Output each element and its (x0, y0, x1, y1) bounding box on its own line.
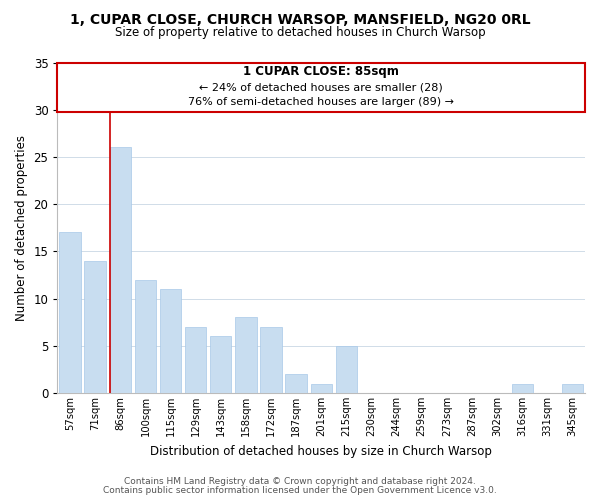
Text: Size of property relative to detached houses in Church Warsop: Size of property relative to detached ho… (115, 26, 485, 39)
Bar (286, 374, 307, 393)
X-axis label: Distribution of detached houses by size in Church Warsop: Distribution of detached houses by size … (150, 444, 492, 458)
FancyBboxPatch shape (58, 62, 585, 112)
Bar (311, 384, 332, 393)
Text: ← 24% of detached houses are smaller (28): ← 24% of detached houses are smaller (28… (199, 83, 443, 93)
Bar (512, 384, 533, 393)
Bar (335, 346, 357, 393)
Bar (135, 280, 156, 393)
Bar (235, 318, 257, 393)
Bar (110, 148, 131, 393)
Text: Contains HM Land Registry data © Crown copyright and database right 2024.: Contains HM Land Registry data © Crown c… (124, 477, 476, 486)
Text: 1 CUPAR CLOSE: 85sqm: 1 CUPAR CLOSE: 85sqm (243, 66, 399, 78)
Y-axis label: Number of detached properties: Number of detached properties (15, 135, 28, 321)
Text: 1, CUPAR CLOSE, CHURCH WARSOP, MANSFIELD, NG20 0RL: 1, CUPAR CLOSE, CHURCH WARSOP, MANSFIELD… (70, 12, 530, 26)
Bar (85, 261, 106, 393)
Bar (562, 384, 583, 393)
Bar (185, 327, 206, 393)
Text: 76% of semi-detached houses are larger (89) →: 76% of semi-detached houses are larger (… (188, 97, 454, 107)
Bar (160, 289, 181, 393)
Bar (260, 327, 281, 393)
Bar (59, 232, 80, 393)
Text: Contains public sector information licensed under the Open Government Licence v3: Contains public sector information licen… (103, 486, 497, 495)
Bar (210, 336, 232, 393)
